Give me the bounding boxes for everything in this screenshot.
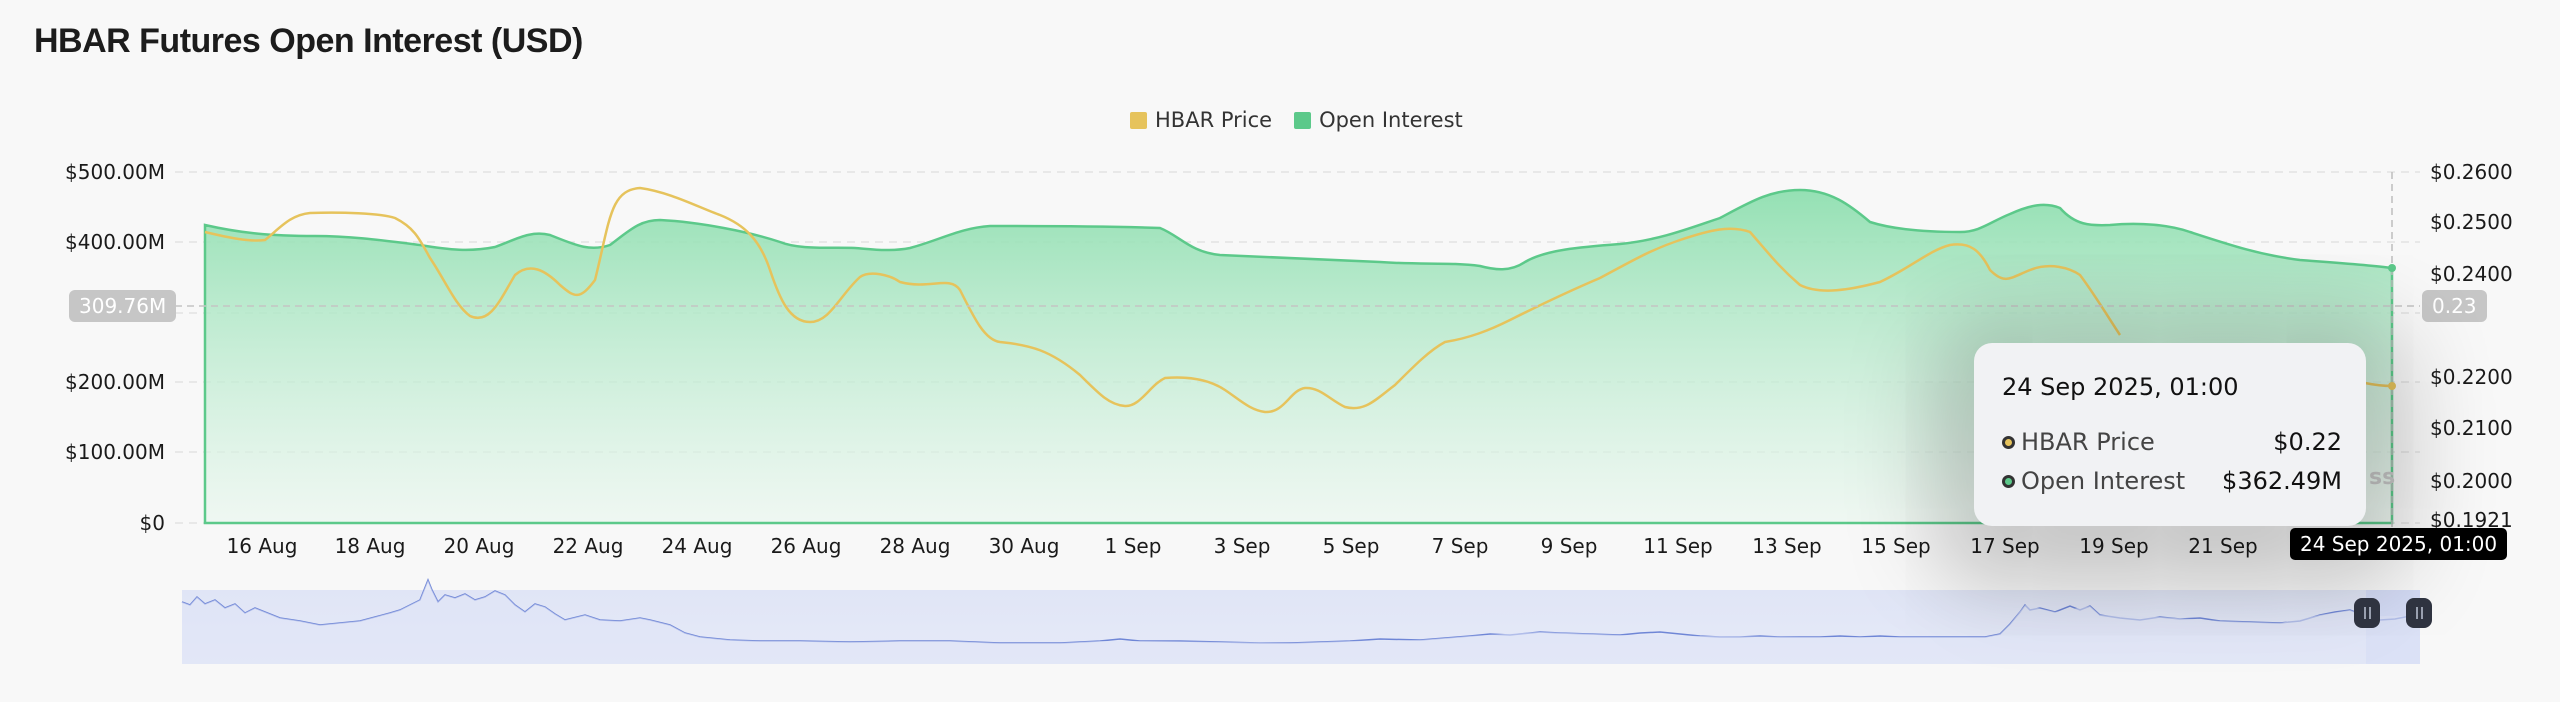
price-marker: [2388, 382, 2396, 390]
navigator-handle-left[interactable]: [2354, 598, 2380, 628]
legend-label-open-interest: Open Interest: [1319, 108, 1463, 132]
tooltip-value: $362.49M: [2222, 467, 2342, 495]
left-axis-label: $100.00M: [65, 440, 165, 464]
x-axis-label: 24 Aug: [661, 534, 733, 558]
x-axis-label: 18 Aug: [334, 534, 406, 558]
oi-marker: [2388, 264, 2396, 272]
legend-swatch-open-interest: [1294, 111, 1312, 129]
x-axis-label: 26 Aug: [770, 534, 842, 558]
x-axis-label: 21 Sep: [2188, 534, 2258, 558]
left-axis-label: $400.00M: [65, 230, 165, 254]
crosshair-left-badge: 309.76M: [69, 290, 177, 322]
right-axis-label: $0.2600: [2430, 160, 2513, 184]
right-axis-label: $0.2500: [2430, 210, 2513, 234]
watermark: ss: [2369, 465, 2396, 490]
open-interest-dot-icon: [2002, 474, 2015, 488]
x-axis-label: 19 Sep: [2079, 534, 2149, 558]
left-axis-label: $500.00M: [65, 160, 165, 184]
right-axis-label: $0.2000: [2430, 469, 2513, 493]
x-axis-label: 13 Sep: [1752, 534, 1822, 558]
x-axis-label: 30 Aug: [988, 534, 1060, 558]
x-axis-label: 17 Sep: [1970, 534, 2040, 558]
x-axis-label: 22 Aug: [552, 534, 624, 558]
left-axis-label: $200.00M: [65, 370, 165, 394]
x-axis-label: 5 Sep: [1322, 534, 1380, 558]
navigator-handle-right[interactable]: [2406, 598, 2432, 628]
x-axis-label: 20 Aug: [443, 534, 515, 558]
crosshair-x-badge: 24 Sep 2025, 01:00: [2290, 528, 2508, 560]
left-axis-label: $0: [139, 511, 165, 535]
x-axis-label: 28 Aug: [879, 534, 951, 558]
legend-label-price: HBAR Price: [1155, 108, 1273, 132]
chart-legend: HBAR Price Open Interest: [1130, 108, 1463, 132]
x-axis-label: 16 Aug: [226, 534, 298, 558]
x-axis-label: 7 Sep: [1431, 534, 1489, 558]
tooltip-label: Open Interest: [2021, 467, 2186, 495]
tooltip-row-price: HBAR Price $0.22: [2002, 428, 2342, 456]
right-axis-label: $0.2100: [2430, 416, 2513, 440]
tooltip-label: HBAR Price: [2021, 428, 2155, 456]
legend-item-price[interactable]: HBAR Price: [1130, 108, 1272, 132]
page-title: HBAR Futures Open Interest (USD): [34, 22, 583, 60]
chart-tooltip: 24 Sep 2025, 01:00 HBAR Price $0.22 Open…: [1974, 343, 2366, 526]
tooltip-date: 24 Sep 2025, 01:00: [2002, 373, 2239, 401]
right-axis-label: $0.2200: [2430, 365, 2513, 389]
x-axis-label: 1 Sep: [1104, 534, 1162, 558]
tooltip-value: $0.22: [2273, 428, 2342, 456]
x-axis-label: 9 Sep: [1540, 534, 1598, 558]
tooltip-row-open-interest: Open Interest $362.49M: [2002, 467, 2342, 495]
legend-item-open-interest[interactable]: Open Interest: [1294, 108, 1463, 132]
right-axis-label: $0.2400: [2430, 262, 2513, 286]
x-axis-label: 15 Sep: [1861, 534, 1931, 558]
price-dot-icon: [2002, 435, 2015, 449]
open-interest-area: [203, 188, 2394, 525]
crosshair-right-badge: 0.23: [2422, 290, 2487, 322]
x-axis-label: 3 Sep: [1213, 534, 1271, 558]
legend-swatch-price: [1130, 111, 1147, 129]
x-axis-label: 11 Sep: [1643, 534, 1713, 558]
